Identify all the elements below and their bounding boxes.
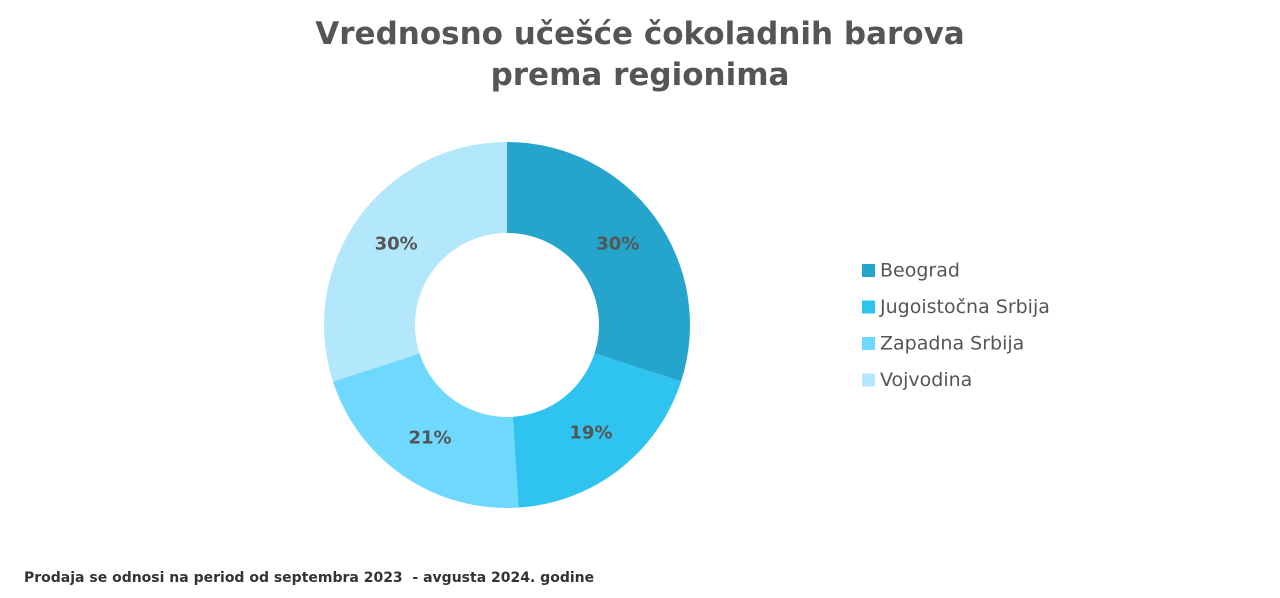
legend-swatch <box>862 373 875 387</box>
legend-label: Zapadna Srbija <box>880 333 1024 355</box>
donut-slice <box>512 353 682 508</box>
chart-title: Vrednosno učešće čokoladnih barova prema… <box>315 16 965 93</box>
legend-label: Beograd <box>880 260 960 282</box>
legend-label: Vojvodina <box>880 369 972 391</box>
donut-slice <box>324 141 507 382</box>
legend-swatch <box>862 337 875 350</box>
data-label: 21% <box>408 427 451 448</box>
legend-label: Jugoistočna Srbija <box>879 296 1050 318</box>
legend-swatch <box>862 300 875 314</box>
donut-slice <box>332 353 519 508</box>
donut-slice <box>507 142 690 382</box>
data-label: 19% <box>569 422 612 443</box>
legend-swatch <box>862 264 875 277</box>
data-label: 30% <box>596 233 639 254</box>
footnote: Prodaja se odnosi na period od septembra… <box>24 570 595 586</box>
data-label: 30% <box>375 233 418 254</box>
